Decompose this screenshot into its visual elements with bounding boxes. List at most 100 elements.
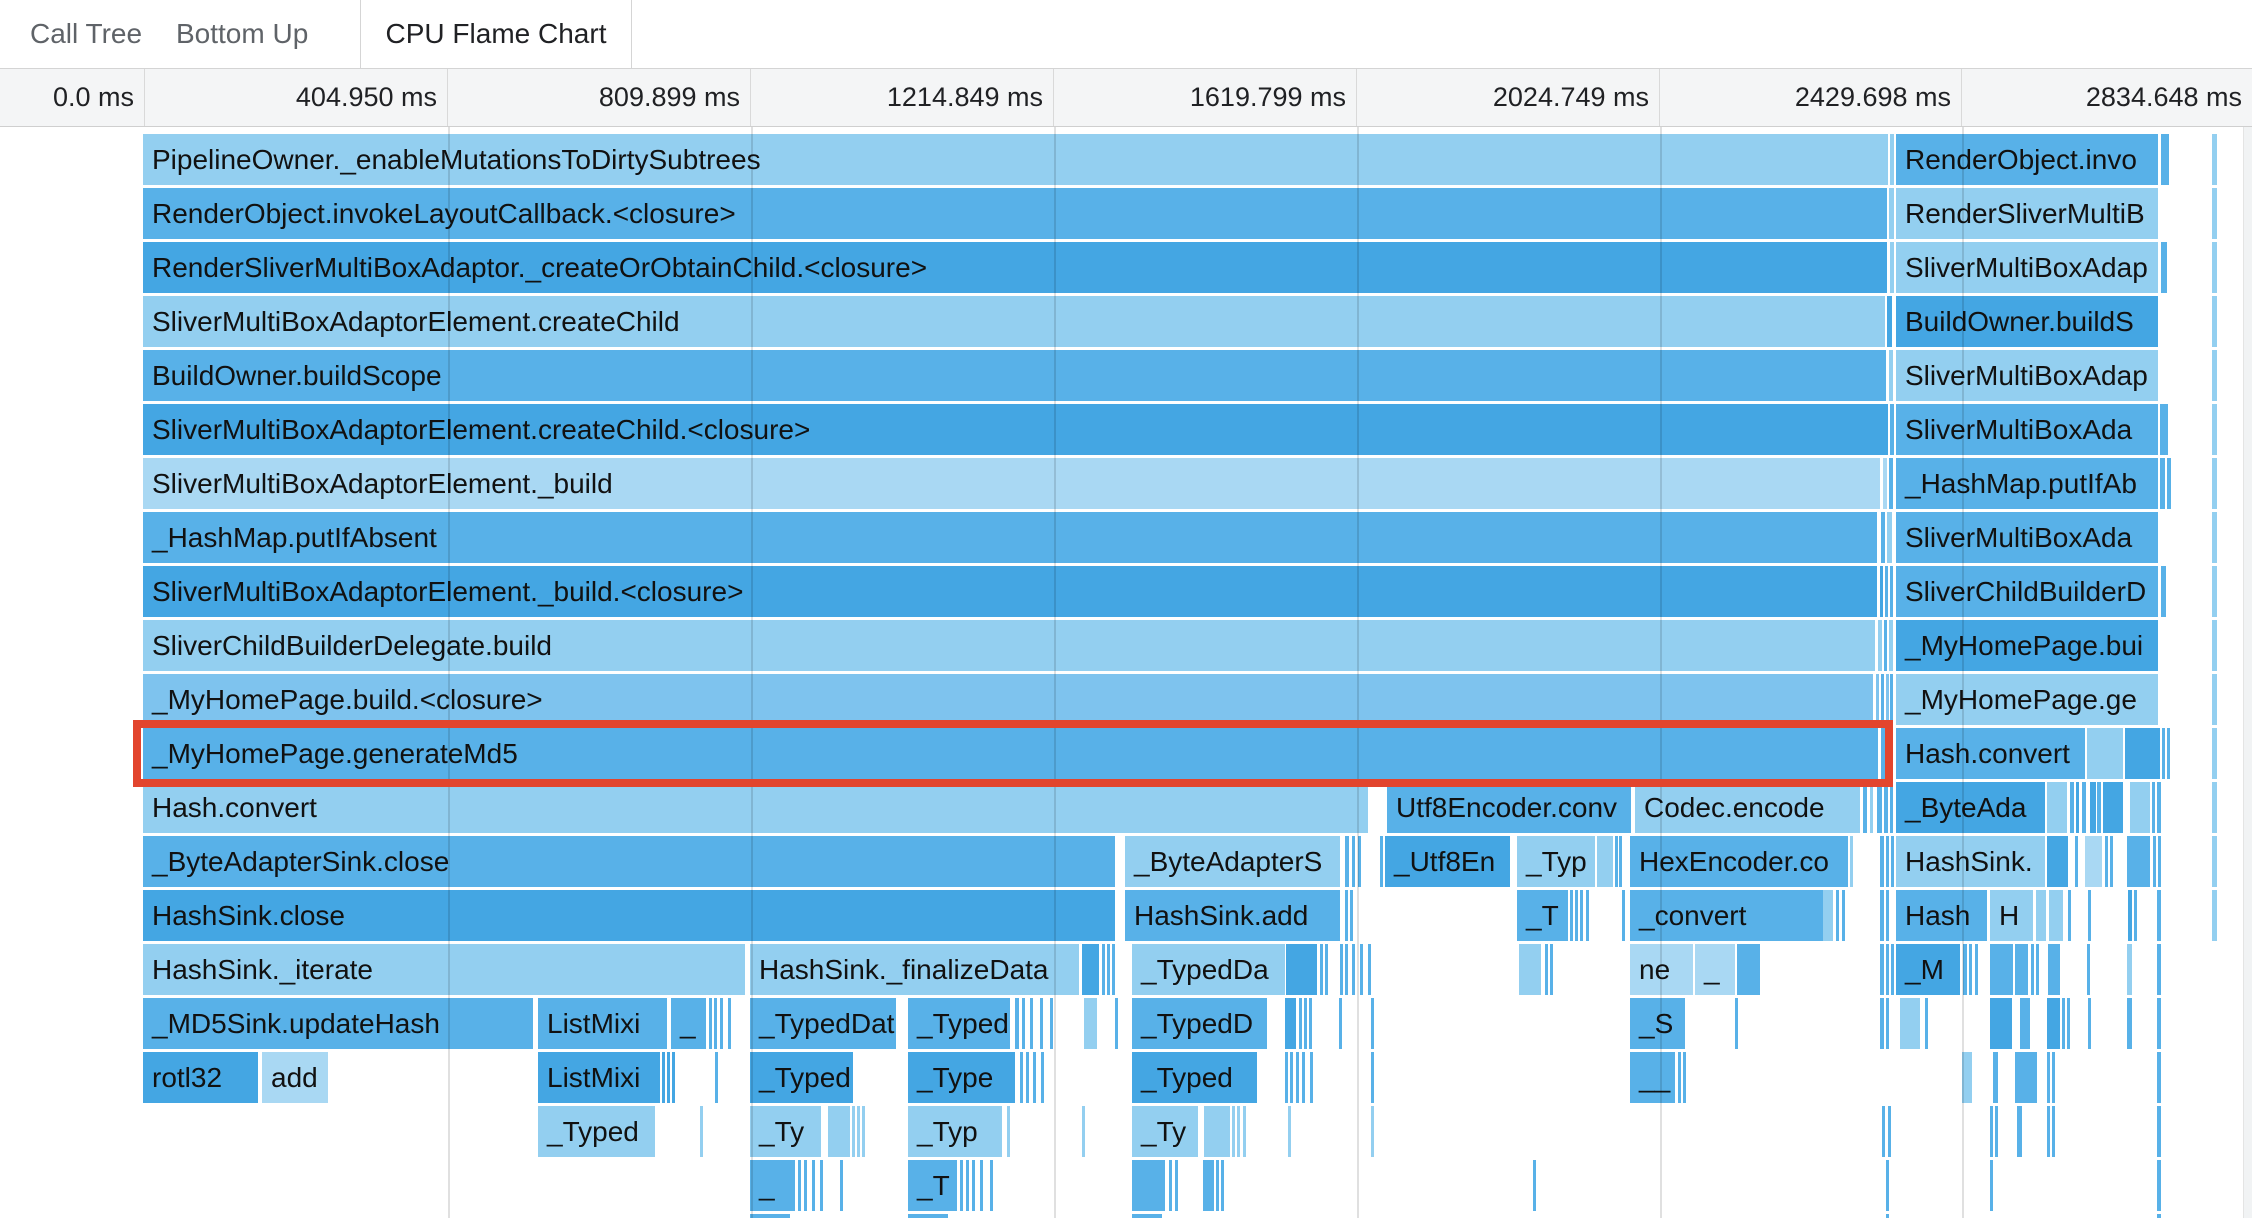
flame-sliver[interactable] <box>1339 998 1342 1049</box>
flame-sliver[interactable] <box>2103 782 2123 833</box>
flame-bar[interactable]: _T <box>1517 890 1568 941</box>
flame-sliver[interactable] <box>1296 1052 1299 1103</box>
flame-sliver[interactable] <box>804 1160 807 1211</box>
flame-bar[interactable]: _ <box>1695 944 1735 995</box>
flame-sliver[interactable] <box>980 1160 983 1211</box>
flame-sliver[interactable] <box>1033 1052 1036 1103</box>
flame-sliver[interactable] <box>1575 890 1578 941</box>
flame-sliver[interactable] <box>2158 836 2161 887</box>
flame-sliver[interactable] <box>2161 134 2169 185</box>
flame-bar[interactable]: _T <box>908 1160 957 1211</box>
flame-bar[interactable]: _HashMap.putIfAb <box>1896 458 2158 509</box>
flame-sliver[interactable] <box>1132 1160 1165 1211</box>
flame-sliver[interactable] <box>2157 1160 2161 1211</box>
flame-sliver[interactable] <box>1132 1214 1162 1218</box>
flame-sliver[interactable] <box>1887 296 1892 347</box>
flame-bar[interactable]: _Ty <box>1132 1106 1198 1157</box>
flame-sliver[interactable] <box>1836 890 1839 941</box>
flame-bar[interactable]: SliverChildBuilderD <box>1896 566 2158 617</box>
flame-sliver[interactable] <box>1884 620 1887 671</box>
flame-bar[interactable]: _MyHomePage.ge <box>1896 674 2158 725</box>
flame-bar[interactable]: _Typed <box>538 1106 655 1157</box>
flame-bar[interactable]: RenderSliverMultiBoxAdaptor._createOrObt… <box>143 242 1887 293</box>
flame-sliver[interactable] <box>700 1106 703 1157</box>
flame-sliver[interactable] <box>1990 998 2012 1049</box>
flame-sliver[interactable] <box>2127 836 2150 887</box>
flame-bar[interactable]: BuildOwner.buildScope <box>143 350 1886 401</box>
flame-bar[interactable]: SliverMultiBoxAda <box>1896 512 2158 563</box>
flame-sliver[interactable] <box>2212 404 2217 455</box>
flame-bar[interactable]: H <box>1990 890 2033 941</box>
flame-sliver[interactable] <box>990 1160 993 1211</box>
flame-sliver[interactable] <box>2049 890 2063 941</box>
flame-sliver[interactable] <box>1678 1052 1681 1103</box>
flame-sliver[interactable] <box>2160 458 2165 509</box>
flame-sliver[interactable] <box>1842 890 1845 941</box>
flame-sliver[interactable] <box>852 1106 855 1157</box>
flame-sliver[interactable] <box>2160 404 2168 455</box>
flame-sliver[interactable] <box>2068 890 2071 941</box>
flame-sliver[interactable] <box>1371 1052 1374 1103</box>
flame-sliver[interactable] <box>2167 728 2170 779</box>
flame-bar[interactable]: Hash.convert <box>143 782 1368 833</box>
flame-bar[interactable]: _Typ <box>908 1106 1002 1157</box>
flame-sliver[interactable] <box>2212 728 2217 779</box>
flame-sliver[interactable] <box>1881 728 1885 779</box>
flame-bar[interactable]: _HashMap.putIfAbsent <box>143 512 1877 563</box>
flame-sliver[interactable] <box>1891 836 1894 887</box>
flame-sliver[interactable] <box>1243 1106 1246 1157</box>
flame-sliver[interactable] <box>1890 782 1893 833</box>
tab-cpu-flame-chart[interactable]: CPU Flame Chart <box>360 0 632 68</box>
flame-sliver[interactable] <box>1863 782 1867 833</box>
flame-sliver[interactable] <box>1737 944 1760 995</box>
flame-sliver[interactable] <box>1175 1160 1178 1211</box>
flame-sliver[interactable] <box>2134 890 2137 941</box>
flame-sliver[interactable] <box>2070 782 2074 833</box>
flame-bar[interactable]: SliverMultiBoxAdaptorElement.createChild… <box>143 404 1888 455</box>
flame-sliver[interactable] <box>2048 944 2060 995</box>
flame-sliver[interactable] <box>2161 566 2166 617</box>
flame-bar[interactable]: _ <box>750 1160 795 1211</box>
flame-sliver[interactable] <box>1890 566 1893 617</box>
flame-sliver[interactable] <box>2047 1106 2050 1157</box>
flame-sliver[interactable] <box>2047 782 2067 833</box>
flame-bar[interactable]: SliverMultiBoxAdaptorElement.createChild <box>143 296 1885 347</box>
flame-bar[interactable]: HashSink.close <box>143 890 1115 941</box>
flame-bar[interactable]: HashSink. <box>1896 836 2045 887</box>
flame-sliver[interactable] <box>2212 836 2217 887</box>
flame-sliver[interactable] <box>1040 998 1043 1049</box>
flame-sliver[interactable] <box>2015 1052 2037 1103</box>
flame-sliver[interactable] <box>2082 782 2086 833</box>
flame-bar[interactable]: _ByteAda <box>1896 782 2045 833</box>
flame-sliver[interactable] <box>1050 998 1053 1049</box>
flame-sliver[interactable] <box>2105 836 2108 887</box>
flame-sliver[interactable] <box>715 1052 718 1103</box>
flame-bar[interactable]: _Utf8En <box>1385 836 1510 887</box>
flame-sliver[interactable] <box>662 1052 665 1103</box>
flame-sliver[interactable] <box>1358 836 1361 887</box>
flame-sliver[interactable] <box>2110 836 2113 887</box>
flame-sliver[interactable] <box>1881 674 1884 725</box>
flame-sliver[interactable] <box>1550 944 1553 995</box>
flame-sliver[interactable] <box>2127 944 2132 995</box>
vertical-scrollbar[interactable] <box>2243 127 2252 1218</box>
flame-sliver[interactable] <box>2127 998 2132 1049</box>
flame-sliver[interactable] <box>1883 458 1887 509</box>
flame-sliver[interactable] <box>1889 620 1893 671</box>
flame-sliver[interactable] <box>2052 1106 2055 1157</box>
flame-sliver[interactable] <box>1619 836 1622 887</box>
flame-sliver[interactable] <box>1886 836 1889 887</box>
flame-sliver[interactable] <box>1015 998 1019 1049</box>
flame-bar[interactable]: add <box>262 1052 328 1103</box>
flame-sliver[interactable] <box>1900 998 1920 1049</box>
flame-sliver[interactable] <box>1969 944 1972 995</box>
flame-sliver[interactable] <box>720 998 723 1049</box>
flame-bar[interactable]: Hash.convert <box>1896 728 2085 779</box>
flame-sliver[interactable] <box>857 1106 860 1157</box>
flame-bar[interactable]: PipelineOwner._enableMutationsToDirtySub… <box>143 134 1888 185</box>
flame-bar[interactable]: _Ty <box>750 1106 821 1157</box>
flame-sliver[interactable] <box>2036 944 2039 995</box>
flame-sliver[interactable] <box>1533 1160 1536 1211</box>
flame-sliver[interactable] <box>750 1214 790 1218</box>
